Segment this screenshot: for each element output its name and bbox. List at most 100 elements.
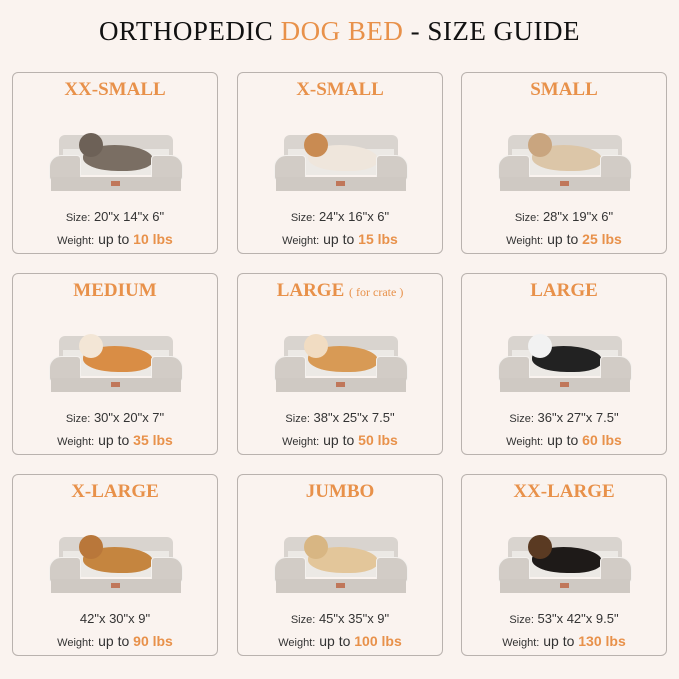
weight-limit: Weight: up to 25 lbs (462, 231, 666, 247)
weight-label: Weight: (282, 436, 320, 448)
size-name: LARGE (462, 280, 666, 302)
size-card: MEDIUM Size: 30"x 20"x 7" Weight: up to … (12, 273, 218, 455)
size-dimensions: Size: 24"x 16"x 6" (238, 209, 442, 224)
pet-image (79, 334, 153, 372)
size-card: XX-SMALL Size: 20"x 14"x 6" Weight: up t… (12, 72, 218, 254)
size-value: 24"x 16"x 6" (318, 209, 390, 224)
dog-bed-image (49, 334, 183, 394)
size-dimensions: Size: 30"x 20"x 7" (13, 410, 217, 425)
brand-tag-icon (111, 583, 120, 588)
size-name: X-LARGE (13, 481, 217, 503)
size-label: Size: (509, 614, 534, 626)
size-label: Size: (65, 413, 91, 425)
size-dimensions: Size: 38"x 25"x 7.5" (238, 410, 442, 425)
size-dimensions: Size: 28"x 19"x 6" (462, 209, 666, 224)
weight-value: 90 lbs (133, 633, 173, 649)
size-name: X-SMALL (238, 79, 442, 101)
size-name-text: JUMBO (305, 481, 375, 502)
weight-limit: Weight: up to 90 lbs (13, 633, 217, 649)
brand-tag-icon (560, 583, 569, 588)
size-value: 38"x 25"x 7.5" (313, 410, 395, 425)
size-card: JUMBO Size: 45"x 35"x 9" Weight: up to 1… (237, 474, 443, 656)
brand-tag-icon (336, 181, 345, 186)
brand-tag-icon (560, 382, 569, 387)
size-name-text: XX-SMALL (64, 79, 166, 100)
pet-image (528, 535, 602, 573)
size-note: ( for crate ) (349, 285, 404, 299)
size-name: MEDIUM (13, 280, 217, 302)
dog-bed-image (498, 334, 632, 394)
brand-tag-icon (336, 382, 345, 387)
weight-label: Weight: (282, 235, 320, 247)
size-label: Size: (290, 212, 316, 224)
size-value: 42"x 30"x 9" (79, 611, 151, 626)
size-name-text: LARGE (276, 280, 345, 301)
size-name-text: MEDIUM (73, 280, 157, 301)
size-card: X-LARGE 42"x 30"x 9" Weight: up to 90 lb… (12, 474, 218, 656)
weight-value: 25 lbs (582, 231, 622, 247)
weight-value: 60 lbs (582, 432, 622, 448)
weight-value: 15 lbs (358, 231, 398, 247)
size-name: SMALL (462, 79, 666, 101)
size-name-text: LARGE (530, 280, 598, 301)
up-to-text: up to (98, 633, 130, 649)
pet-image (304, 334, 378, 372)
dog-bed-image (498, 535, 632, 595)
size-value: 28"x 19"x 6" (542, 209, 614, 224)
pet-image (528, 334, 602, 372)
size-name-text: XX-LARGE (513, 481, 615, 502)
page-title: ORTHOPEDIC DOG BED - SIZE GUIDE (0, 16, 679, 47)
weight-label: Weight: (506, 436, 544, 448)
size-label: Size: (65, 212, 91, 224)
weight-label: Weight: (57, 637, 95, 649)
weight-label: Weight: (502, 637, 540, 649)
size-name-text: X-LARGE (71, 481, 159, 502)
size-name: XX-SMALL (13, 79, 217, 101)
dog-bed-image (498, 133, 632, 193)
size-card: LARGE Size: 36"x 27"x 7.5" Weight: up to… (461, 273, 667, 455)
weight-limit: Weight: up to 15 lbs (238, 231, 442, 247)
weight-value: 10 lbs (133, 231, 173, 247)
pet-image (304, 535, 378, 573)
weight-label: Weight: (506, 235, 544, 247)
brand-tag-icon (560, 181, 569, 186)
size-value: 20"x 14"x 6" (93, 209, 165, 224)
pet-image (79, 535, 153, 573)
size-value: 53"x 42"x 9.5" (537, 611, 619, 626)
dog-bed-image (274, 535, 408, 595)
brand-tag-icon (111, 181, 120, 186)
size-name: XX-LARGE (462, 481, 666, 503)
up-to-text: up to (323, 231, 355, 247)
dog-bed-image (49, 133, 183, 193)
up-to-text: up to (547, 231, 579, 247)
weight-value: 35 lbs (133, 432, 173, 448)
dog-bed-image (274, 133, 408, 193)
weight-label: Weight: (57, 235, 95, 247)
title-part1: ORTHOPEDIC (98, 16, 281, 46)
up-to-text: up to (547, 432, 579, 448)
up-to-text: up to (543, 633, 575, 649)
up-to-text: up to (323, 432, 355, 448)
weight-limit: Weight: up to 50 lbs (238, 432, 442, 448)
brand-tag-icon (111, 382, 120, 387)
weight-value: 100 lbs (354, 633, 402, 649)
title-accent: DOG BED (280, 16, 404, 46)
size-name: JUMBO (238, 481, 442, 503)
size-card: XX-LARGE Size: 53"x 42"x 9.5" Weight: up… (461, 474, 667, 656)
weight-limit: Weight: up to 60 lbs (462, 432, 666, 448)
up-to-text: up to (98, 432, 130, 448)
size-name: LARGE ( for crate ) (238, 280, 442, 302)
weight-label: Weight: (278, 637, 316, 649)
dog-bed-image (274, 334, 408, 394)
weight-value: 50 lbs (358, 432, 398, 448)
pet-image (528, 133, 602, 171)
title-part2: - SIZE GUIDE (403, 16, 581, 46)
weight-limit: Weight: up to 10 lbs (13, 231, 217, 247)
size-value: 30"x 20"x 7" (93, 410, 165, 425)
size-dimensions: Size: 53"x 42"x 9.5" (462, 611, 666, 626)
size-label: Size: (514, 212, 540, 224)
size-card: SMALL Size: 28"x 19"x 6" Weight: up to 2… (461, 72, 667, 254)
pet-image (79, 133, 153, 171)
weight-value: 130 lbs (578, 633, 626, 649)
pet-image (304, 133, 378, 171)
